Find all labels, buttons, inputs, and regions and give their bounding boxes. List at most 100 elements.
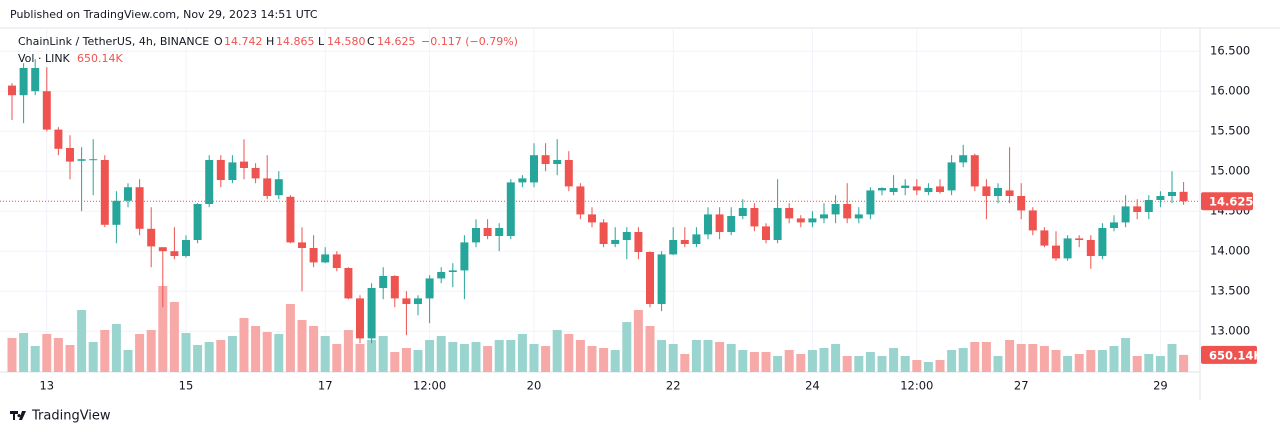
candle-body: [100, 160, 109, 225]
volume-bar: [169, 302, 179, 372]
candle-body: [89, 159, 98, 161]
volume-bar: [645, 326, 655, 372]
volume-bar: [552, 330, 562, 372]
legend-value: 14.742: [224, 35, 263, 48]
x-tick-label: 12:00: [413, 379, 446, 393]
volume-bar: [1039, 346, 1049, 372]
candle-body: [1121, 206, 1130, 223]
candle-body: [854, 214, 863, 219]
footer-brand[interactable]: TradingView: [31, 409, 111, 424]
candle-body: [680, 240, 689, 244]
candle-body: [553, 160, 562, 164]
candle-body: [588, 214, 596, 223]
volume-legend[interactable]: Vol · LINK: [18, 52, 71, 65]
candle-body: [866, 190, 875, 215]
volume-bar: [680, 354, 690, 372]
legend-change: −0.117 (−0.79%): [421, 35, 518, 48]
candle-body: [332, 254, 341, 268]
candle-body: [1110, 222, 1118, 228]
candle-body: [1156, 196, 1165, 200]
legend-value: 14.865: [276, 35, 315, 48]
candle-body: [367, 288, 376, 339]
volume-bar: [517, 334, 527, 372]
volume-bar: [146, 330, 156, 372]
candle-body: [8, 85, 16, 96]
volume-bar: [343, 330, 353, 372]
volume-bar: [1086, 350, 1096, 372]
volume-bar: [958, 348, 968, 372]
volume-bar: [923, 362, 933, 372]
last-price-tag: [1201, 192, 1253, 211]
candle-body: [193, 204, 202, 240]
volume-bar: [274, 334, 284, 372]
candle-body: [704, 214, 712, 235]
candle-body: [42, 91, 51, 130]
candle-body: [762, 226, 770, 240]
candle-body: [158, 247, 167, 252]
volume-bar: [448, 342, 458, 372]
volume-bar: [204, 342, 214, 372]
candle-body: [982, 186, 991, 196]
volume-bar: [831, 344, 841, 372]
candle-body: [924, 188, 933, 192]
volume-bar: [1132, 356, 1142, 372]
volume-bar: [691, 340, 701, 372]
candle-body: [402, 298, 411, 304]
volume-bar: [483, 346, 493, 372]
volume-bar: [239, 318, 249, 372]
candle-body: [530, 155, 538, 183]
candle-body: [460, 242, 469, 271]
candle-body: [425, 278, 434, 299]
candle-body: [19, 68, 28, 96]
volume-bar: [1051, 350, 1061, 372]
volume-bar: [471, 342, 481, 372]
volume-bar: [1005, 340, 1015, 372]
candle-body: [646, 252, 654, 304]
candle-body: [483, 228, 492, 236]
tradingview-logo[interactable]: TradingView: [10, 409, 111, 424]
volume-bar: [494, 340, 504, 372]
volume-bar: [784, 350, 794, 372]
candle-body: [738, 208, 747, 216]
candle-body: [448, 270, 457, 272]
volume-bar: [1028, 344, 1038, 372]
volume-bar: [1179, 354, 1189, 372]
volume-bar: [193, 345, 203, 372]
candle-body: [1005, 190, 1014, 196]
candle-body: [611, 240, 620, 244]
x-tick-label: 13: [39, 379, 54, 393]
volume-bar: [1121, 338, 1131, 372]
volume-legend-value: 650.14K: [77, 52, 123, 65]
candle-body: [379, 276, 388, 288]
x-tick-label: 29: [1153, 379, 1168, 393]
last-price-label: 14.625: [1209, 195, 1253, 209]
candle-body: [750, 208, 759, 227]
volume-bar: [332, 344, 342, 372]
y-tick-label: 13.000: [1210, 324, 1250, 338]
logo-icon: [10, 411, 26, 420]
symbol[interactable]: ChainLink / TetherUS, 4h, BINANCE: [18, 35, 209, 48]
volume-bar: [599, 348, 609, 372]
candle-body: [970, 155, 979, 187]
candle-body: [124, 187, 132, 201]
candle-body: [715, 214, 724, 232]
volume-bar: [622, 322, 632, 372]
volume-bar: [726, 344, 736, 372]
candle-body: [657, 254, 666, 304]
volume-bar: [1074, 354, 1084, 372]
volume-bar: [575, 340, 585, 372]
candle-body: [414, 298, 422, 304]
y-tick-label: 16.000: [1210, 84, 1250, 98]
candle-body: [263, 178, 272, 196]
volume-bar: [1016, 344, 1026, 372]
volume-bar: [1063, 356, 1073, 372]
volume-bar: [19, 333, 29, 372]
volume-bar: [297, 320, 307, 372]
volume-bar: [807, 350, 817, 372]
candle-body: [274, 179, 283, 196]
volume-bar: [529, 344, 539, 372]
candle-body: [1063, 238, 1072, 259]
volume-bar: [935, 360, 945, 372]
